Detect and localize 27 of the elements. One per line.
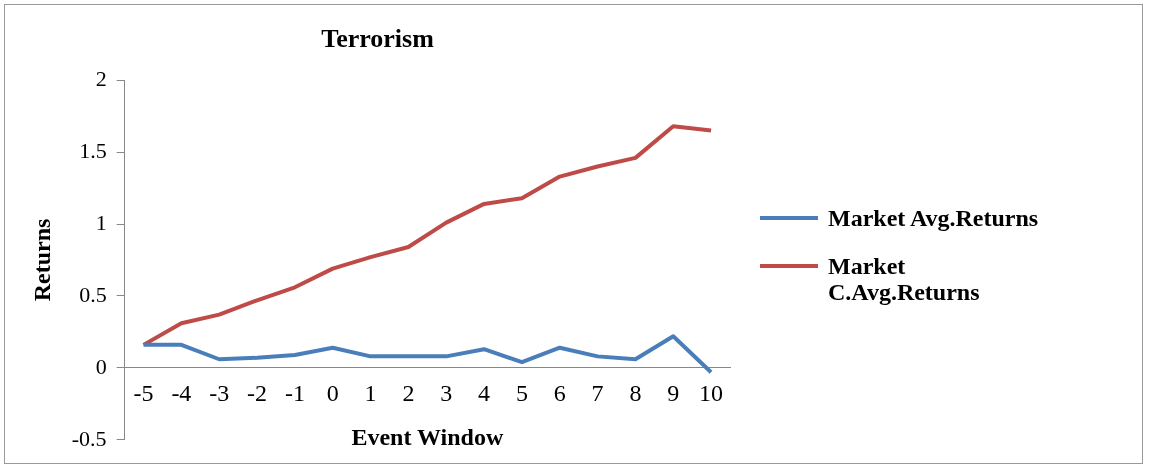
x-tick-label: 10	[699, 379, 724, 406]
x-tick-label: 7	[591, 379, 604, 406]
x-tick-label: 3	[440, 379, 453, 406]
y-tick-label: 0.5	[79, 281, 107, 307]
legend-label: Market Avg.Returns	[828, 205, 1040, 231]
x-tick-label: 0	[326, 379, 339, 406]
x-tick-label: -2	[247, 379, 268, 406]
y-tick-label: 2	[95, 65, 107, 91]
x-tick-label: 6	[553, 379, 566, 406]
x-tick-label: -4	[171, 379, 192, 406]
chart-title: Terrorism	[321, 24, 435, 54]
x-tick-label: 2	[402, 379, 415, 406]
legend-label: Market C.Avg.Returns	[828, 253, 981, 305]
y-tick-label: 1	[95, 209, 107, 235]
y-tick-label: 0	[95, 353, 107, 379]
x-tick-label: -1	[284, 379, 305, 406]
x-tick-label: 9	[667, 379, 680, 406]
x-tick-label: -3	[209, 379, 230, 406]
y-tick-label: -0.5	[71, 425, 107, 451]
x-tick-label: -5	[133, 379, 154, 406]
x-tick-label: 4	[478, 379, 491, 406]
y-tick-label: 1.5	[79, 137, 107, 163]
y-axis-title: Returns	[28, 218, 55, 302]
x-tick-label: 1	[364, 379, 377, 406]
x-axis-title: Event Window	[351, 424, 504, 451]
x-tick-label: 8	[629, 379, 642, 406]
x-tick-label: 5	[515, 379, 528, 406]
